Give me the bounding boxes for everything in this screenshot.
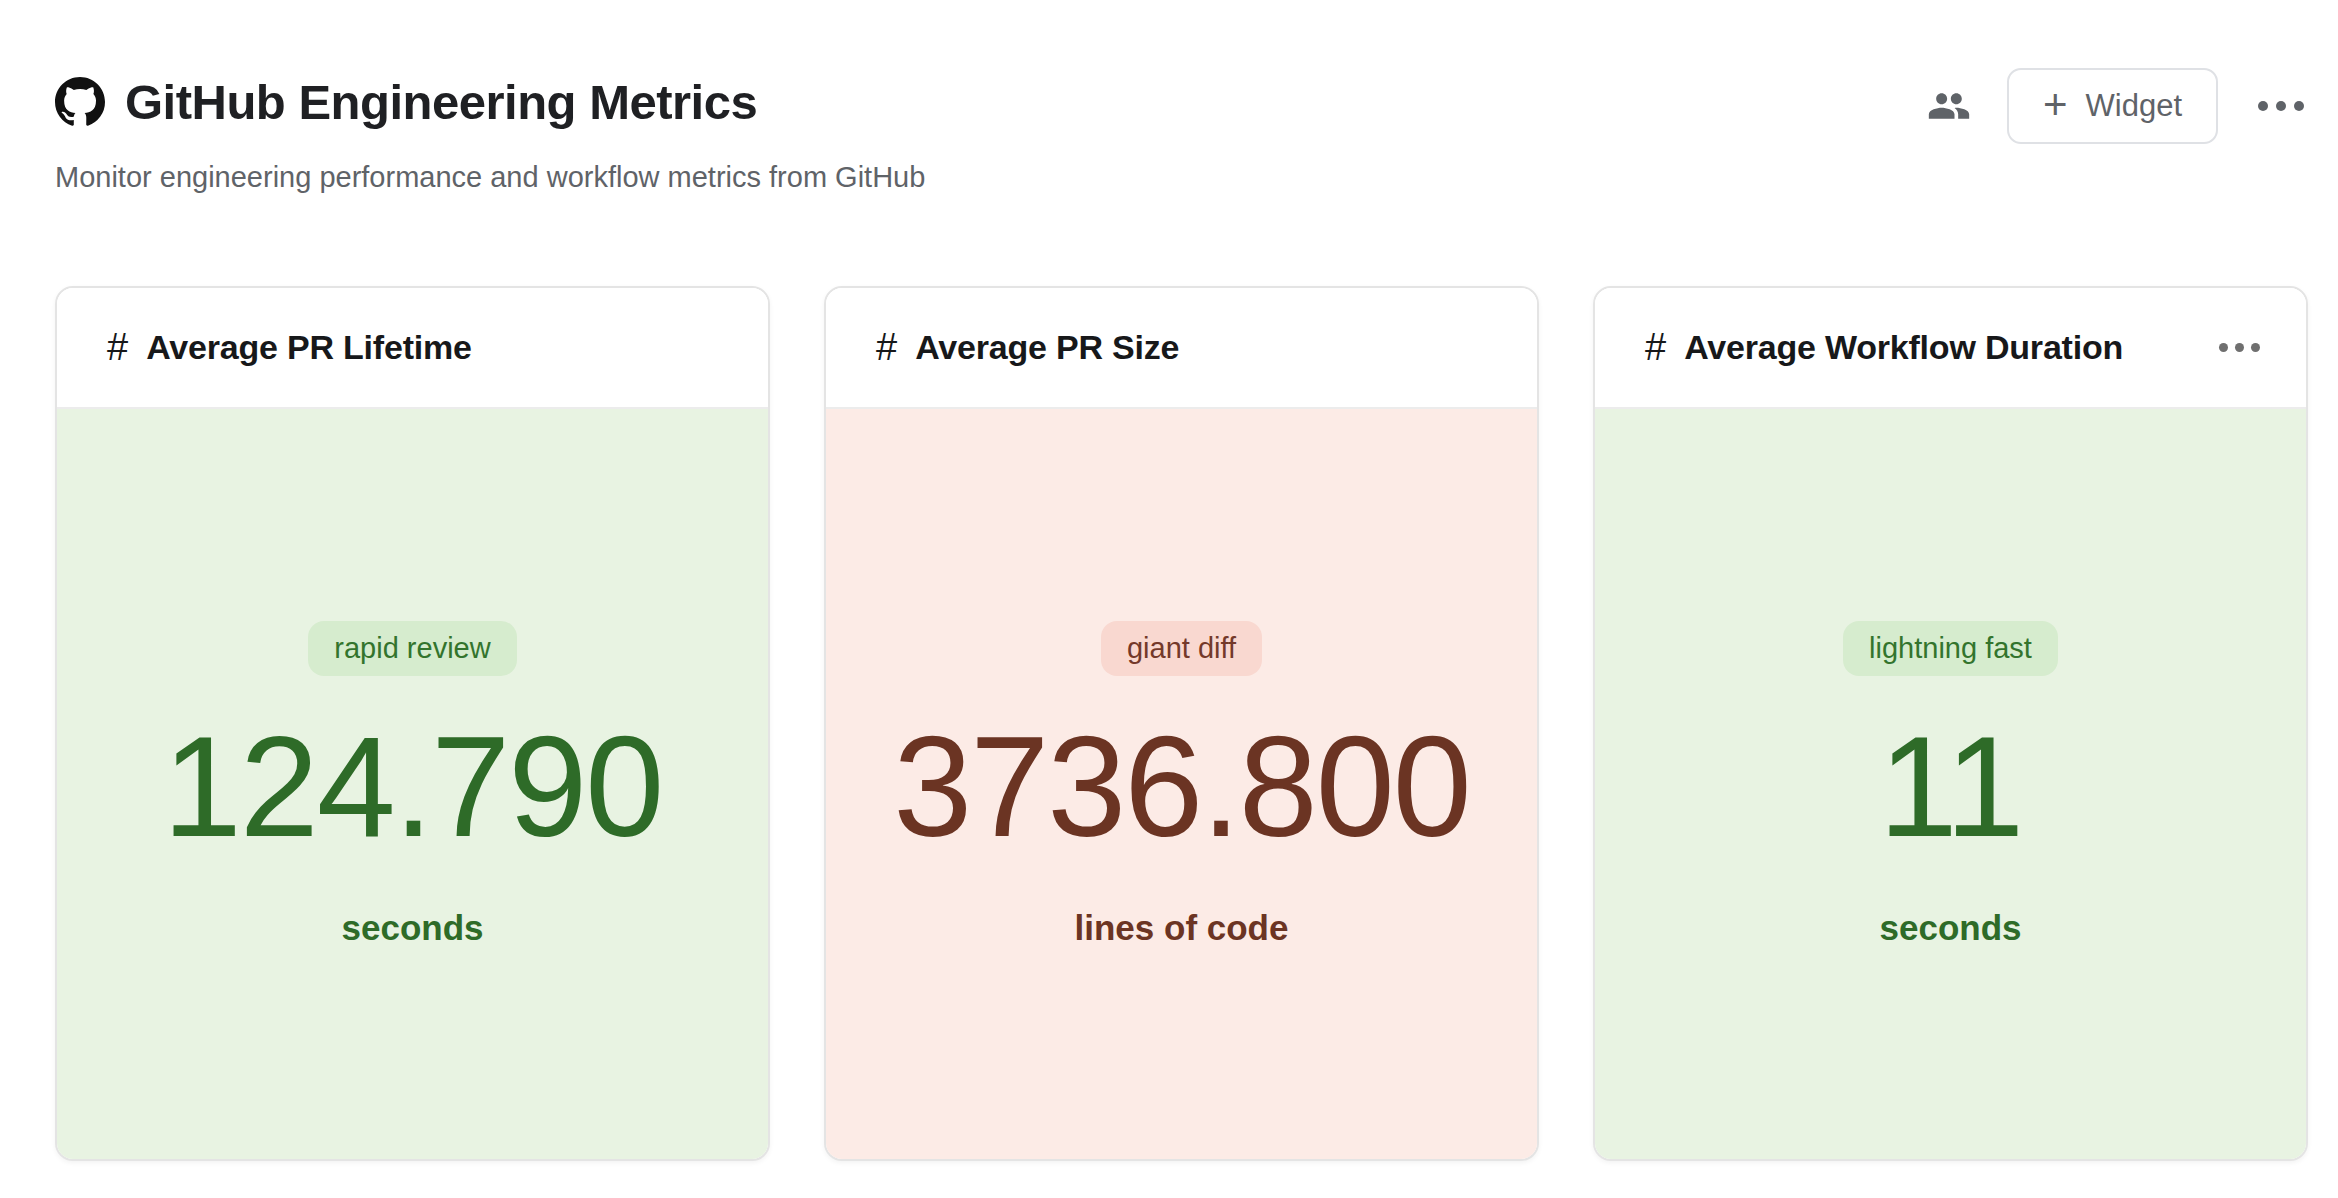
hash-icon: # xyxy=(107,326,128,369)
people-icon xyxy=(1927,84,1971,128)
card-title: Average PR Size xyxy=(915,328,1179,367)
topbar-actions: + Widget xyxy=(1927,68,2308,144)
add-widget-button[interactable]: + Widget xyxy=(2007,68,2218,144)
card-average-pr-size: # Average PR Size giant diff 3736.800 li… xyxy=(824,286,1539,1161)
card-header: # Average PR Size xyxy=(826,288,1537,409)
hash-icon: # xyxy=(876,326,897,369)
card-more-button[interactable] xyxy=(2217,335,2262,360)
card-title: Average Workflow Duration xyxy=(1684,328,2123,367)
status-badge: giant diff xyxy=(1101,621,1262,676)
hash-icon: # xyxy=(1645,326,1666,369)
status-badge: rapid review xyxy=(308,621,516,676)
card-title: Average PR Lifetime xyxy=(146,328,472,367)
dashboard-more-button[interactable] xyxy=(2254,91,2308,121)
page-subtitle: Monitor engineering performance and work… xyxy=(55,158,925,196)
dashboard-header: GitHub Engineering Metrics Monitor engin… xyxy=(55,72,2308,196)
plus-icon: + xyxy=(2043,84,2068,126)
metric-value: 11 xyxy=(1879,716,2022,858)
metric-value: 124.790 xyxy=(163,716,662,858)
page-title: GitHub Engineering Metrics xyxy=(125,72,757,132)
metric-value: 3736.800 xyxy=(893,716,1469,858)
card-body: rapid review 124.790 seconds xyxy=(57,409,768,1159)
card-header: # Average Workflow Duration xyxy=(1595,288,2306,409)
add-widget-label: Widget xyxy=(2086,88,2182,124)
metric-unit: seconds xyxy=(342,908,484,948)
card-body: giant diff 3736.800 lines of code xyxy=(826,409,1537,1159)
metric-unit: seconds xyxy=(1880,908,2022,948)
title-row: GitHub Engineering Metrics xyxy=(55,72,925,132)
ellipsis-icon xyxy=(2258,101,2268,111)
metric-unit: lines of code xyxy=(1075,908,1289,948)
github-logo-icon xyxy=(55,77,105,127)
card-header: # Average PR Lifetime xyxy=(57,288,768,409)
status-badge: lightning fast xyxy=(1843,621,2058,676)
share-people-button[interactable] xyxy=(1927,84,1971,128)
card-average-workflow-duration: # Average Workflow Duration lightning fa… xyxy=(1593,286,2308,1161)
ellipsis-icon xyxy=(2219,343,2228,352)
card-body: lightning fast 11 seconds xyxy=(1595,409,2306,1159)
title-block: GitHub Engineering Metrics Monitor engin… xyxy=(55,72,925,196)
dashboard-page: GitHub Engineering Metrics Monitor engin… xyxy=(0,0,2338,1161)
cards-grid: # Average PR Lifetime rapid review 124.7… xyxy=(55,286,2308,1161)
card-average-pr-lifetime: # Average PR Lifetime rapid review 124.7… xyxy=(55,286,770,1161)
